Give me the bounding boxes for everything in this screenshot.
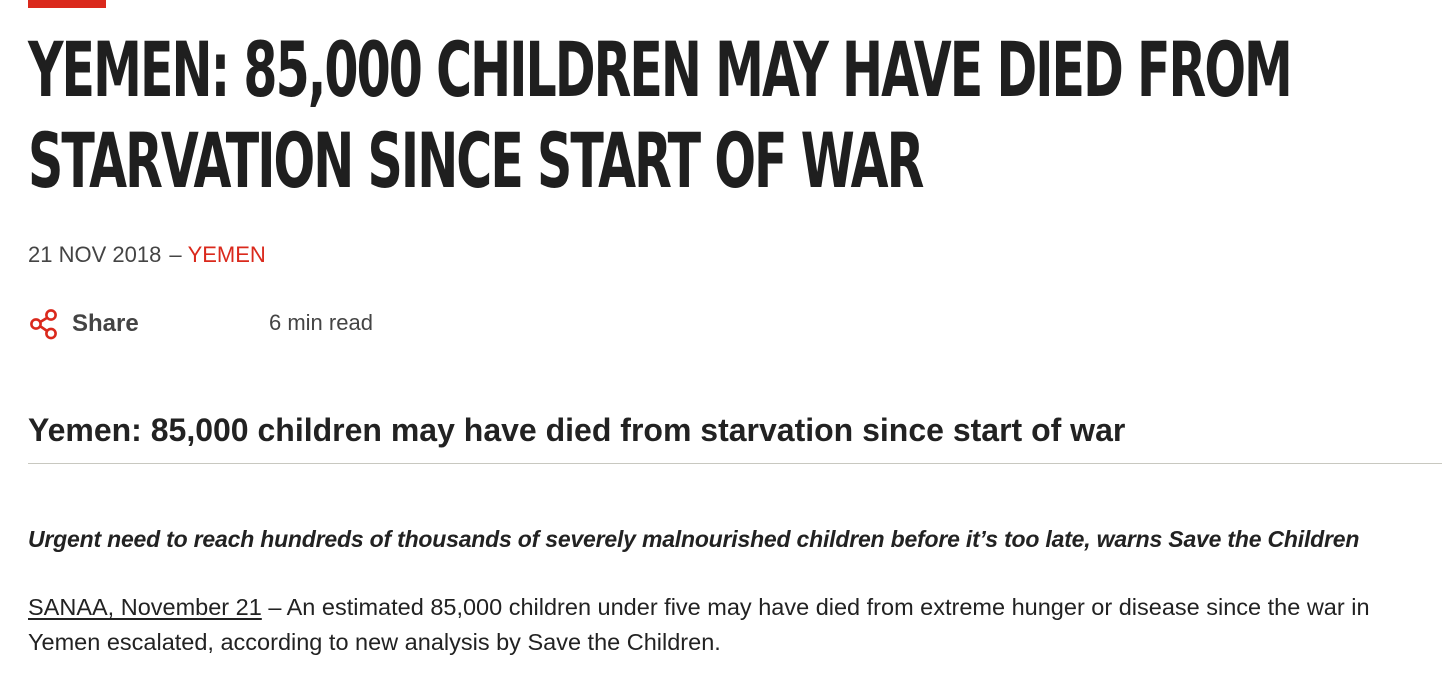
category-link[interactable]: YEMEN	[187, 242, 266, 267]
meta-separator: –	[169, 242, 182, 267]
body-text: – An estimated 85,000 children under fiv…	[28, 594, 1370, 655]
article-meta: 21 NOV 2018– YEMEN	[28, 240, 266, 270]
body-paragraph: SANAA, November 21 – An estimated 85,000…	[28, 590, 1438, 660]
share-row: Share	[28, 306, 139, 342]
share-icon	[28, 308, 60, 340]
article-subheadline: Yemen: 85,000 children may have died fro…	[28, 412, 1126, 448]
dateline-link[interactable]: SANAA, November 21	[28, 594, 262, 620]
share-label: Share	[72, 310, 139, 337]
article-headline: YEMEN: 85,000 CHILDREN MAY HAVE DIED FRO…	[28, 25, 1293, 205]
article-standfirst: Urgent need to reach hundreds of thousan…	[28, 526, 1360, 552]
publish-date: 21 NOV 2018	[28, 242, 162, 267]
divider	[28, 463, 1442, 464]
accent-bar	[28, 0, 106, 8]
share-button[interactable]: Share	[28, 308, 139, 340]
read-time: 6 min read	[269, 310, 373, 335]
